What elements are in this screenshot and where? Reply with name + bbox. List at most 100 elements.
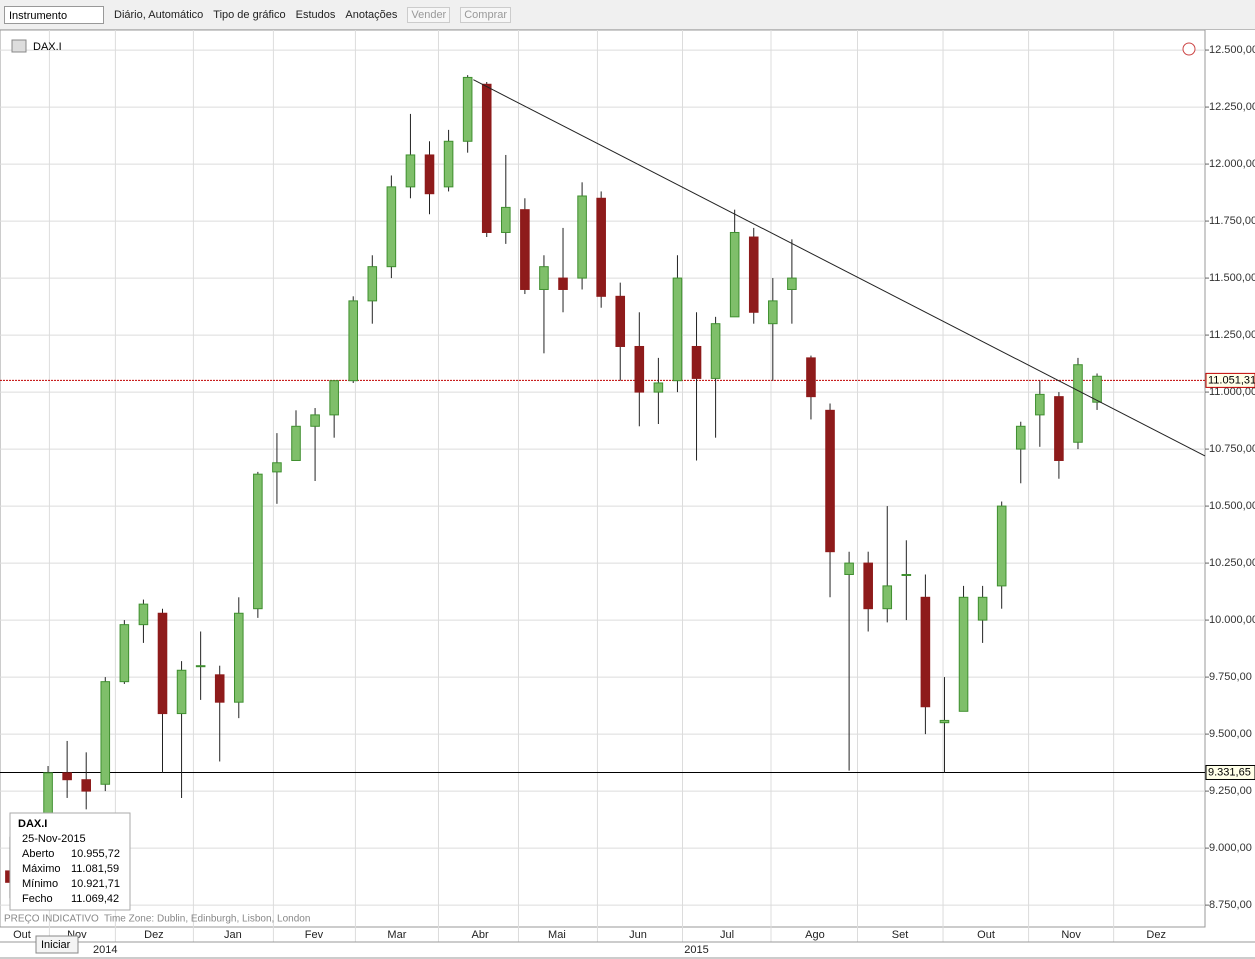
candle-body bbox=[558, 277, 568, 290]
candle-body bbox=[615, 295, 626, 347]
sell-button[interactable]: Vender bbox=[407, 6, 451, 23]
plot-area bbox=[0, 30, 1206, 928]
candle-body bbox=[405, 154, 416, 188]
info-key: Aberto bbox=[22, 848, 54, 860]
x-tick-label: Out bbox=[977, 929, 995, 941]
info-box bbox=[9, 812, 131, 911]
interval-menu[interactable]: Diário, Automático bbox=[114, 8, 204, 21]
x-tick-label: Out bbox=[13, 929, 31, 941]
candle-body bbox=[768, 300, 778, 325]
y-tick-label: 12.500,00 bbox=[1209, 44, 1255, 56]
candle-body bbox=[729, 231, 740, 318]
chart-type-menu[interactable]: Tipo de gráfico bbox=[213, 8, 286, 21]
x-tick-label: Jul bbox=[720, 929, 734, 941]
candle-body bbox=[291, 425, 301, 461]
price-tag-label: 9.331,65 bbox=[1208, 766, 1251, 778]
info-symbol: DAX.I bbox=[18, 818, 47, 830]
candle-body bbox=[195, 665, 206, 668]
tooltip-box bbox=[35, 935, 79, 954]
info-key: Máximo bbox=[22, 863, 61, 875]
candle-body bbox=[672, 277, 683, 382]
footer-note: PREÇO INDICATIVO bbox=[4, 914, 99, 925]
y-tick-label: 12.000,00 bbox=[1209, 158, 1255, 170]
y-tick-label: 11.000,00 bbox=[1209, 386, 1255, 398]
candle-body bbox=[710, 323, 721, 379]
x-tick-label: Jan bbox=[224, 929, 242, 941]
price-tag bbox=[1205, 764, 1255, 780]
y-tick-label: 11.500,00 bbox=[1209, 272, 1255, 284]
year-label: 2014 bbox=[93, 944, 117, 956]
candle-body bbox=[100, 681, 111, 785]
candle-body bbox=[138, 603, 149, 626]
info-value: 10.955,72 bbox=[71, 848, 120, 860]
x-tick-label: Fev bbox=[305, 929, 324, 941]
candle-body bbox=[958, 596, 969, 712]
y-tick-label: 11.750,00 bbox=[1209, 215, 1255, 227]
y-tick-label: 10.000,00 bbox=[1209, 614, 1255, 626]
y-tick-label: 12.250,00 bbox=[1209, 101, 1255, 113]
annotations-menu[interactable]: Anotações bbox=[345, 8, 398, 21]
candle-body bbox=[939, 719, 950, 724]
start-tooltip[interactable]: Iniciar bbox=[41, 939, 71, 951]
y-tick-label: 9.750,00 bbox=[1209, 671, 1252, 683]
symbol-icon bbox=[11, 39, 27, 53]
info-key: Fecho bbox=[22, 893, 53, 905]
y-tick-label: 11.250,00 bbox=[1209, 329, 1255, 341]
x-tick-label: Jun bbox=[629, 929, 647, 941]
studies-menu[interactable]: Estudos bbox=[295, 8, 336, 21]
price-tag-label: 11.051,31 bbox=[1208, 374, 1255, 386]
y-tick-label: 8.750,00 bbox=[1209, 899, 1252, 911]
candle-body bbox=[882, 585, 893, 610]
candle-body bbox=[787, 277, 797, 290]
candle-body bbox=[1054, 396, 1064, 461]
instrument-input[interactable]: Instrumento bbox=[4, 5, 104, 24]
candle-body bbox=[1015, 425, 1026, 450]
candle-body bbox=[253, 473, 263, 610]
candle-body bbox=[62, 772, 72, 781]
candle-body bbox=[348, 300, 359, 382]
candle-body bbox=[462, 76, 473, 142]
candle-body bbox=[1092, 375, 1102, 403]
candle-body bbox=[81, 779, 91, 792]
price-tag bbox=[1205, 372, 1255, 388]
candle-body bbox=[1035, 393, 1045, 416]
info-key: Mínimo bbox=[22, 878, 58, 890]
x-tick-label: Ago bbox=[805, 929, 825, 941]
candle-body bbox=[863, 562, 873, 610]
candle-body bbox=[920, 596, 931, 708]
candle-body bbox=[424, 154, 435, 195]
candle-body bbox=[310, 414, 320, 427]
y-tick-label: 10.500,00 bbox=[1209, 500, 1255, 512]
trendline bbox=[473, 79, 1206, 457]
candle-body bbox=[386, 186, 397, 268]
y-tick-label: 10.250,00 bbox=[1209, 557, 1255, 569]
candle-body bbox=[577, 195, 587, 279]
x-tick-label: Set bbox=[892, 929, 909, 941]
candle-body bbox=[691, 345, 702, 379]
candle-body bbox=[157, 612, 168, 715]
y-tick-label: 9.250,00 bbox=[1209, 785, 1252, 797]
y-tick-label: 9.500,00 bbox=[1209, 728, 1252, 740]
x-tick-label: Mai bbox=[548, 929, 566, 941]
candle-body bbox=[119, 624, 130, 683]
buy-button[interactable]: Comprar bbox=[460, 6, 512, 23]
candle-body bbox=[501, 206, 511, 233]
candle-body bbox=[481, 83, 492, 233]
candle-body bbox=[748, 236, 759, 313]
candle-body bbox=[272, 462, 282, 473]
footer-timezone: Time Zone: Dublin, Edinburgh, Lisbon, Lo… bbox=[104, 914, 310, 925]
candle-body bbox=[634, 345, 645, 393]
symbol-label: DAX.I bbox=[33, 41, 62, 53]
candle-body bbox=[806, 357, 816, 398]
candle-body bbox=[844, 562, 854, 575]
candle-body bbox=[996, 505, 1007, 587]
candle-body bbox=[825, 409, 835, 553]
candle-body bbox=[977, 596, 988, 621]
x-tick-label: Mar bbox=[387, 929, 406, 941]
candle-body bbox=[653, 382, 664, 393]
x-tick-label: Dez bbox=[144, 929, 164, 941]
candle-body bbox=[520, 209, 530, 290]
info-value: 11.069,42 bbox=[71, 893, 119, 905]
y-tick-label: 10.750,00 bbox=[1209, 443, 1255, 455]
